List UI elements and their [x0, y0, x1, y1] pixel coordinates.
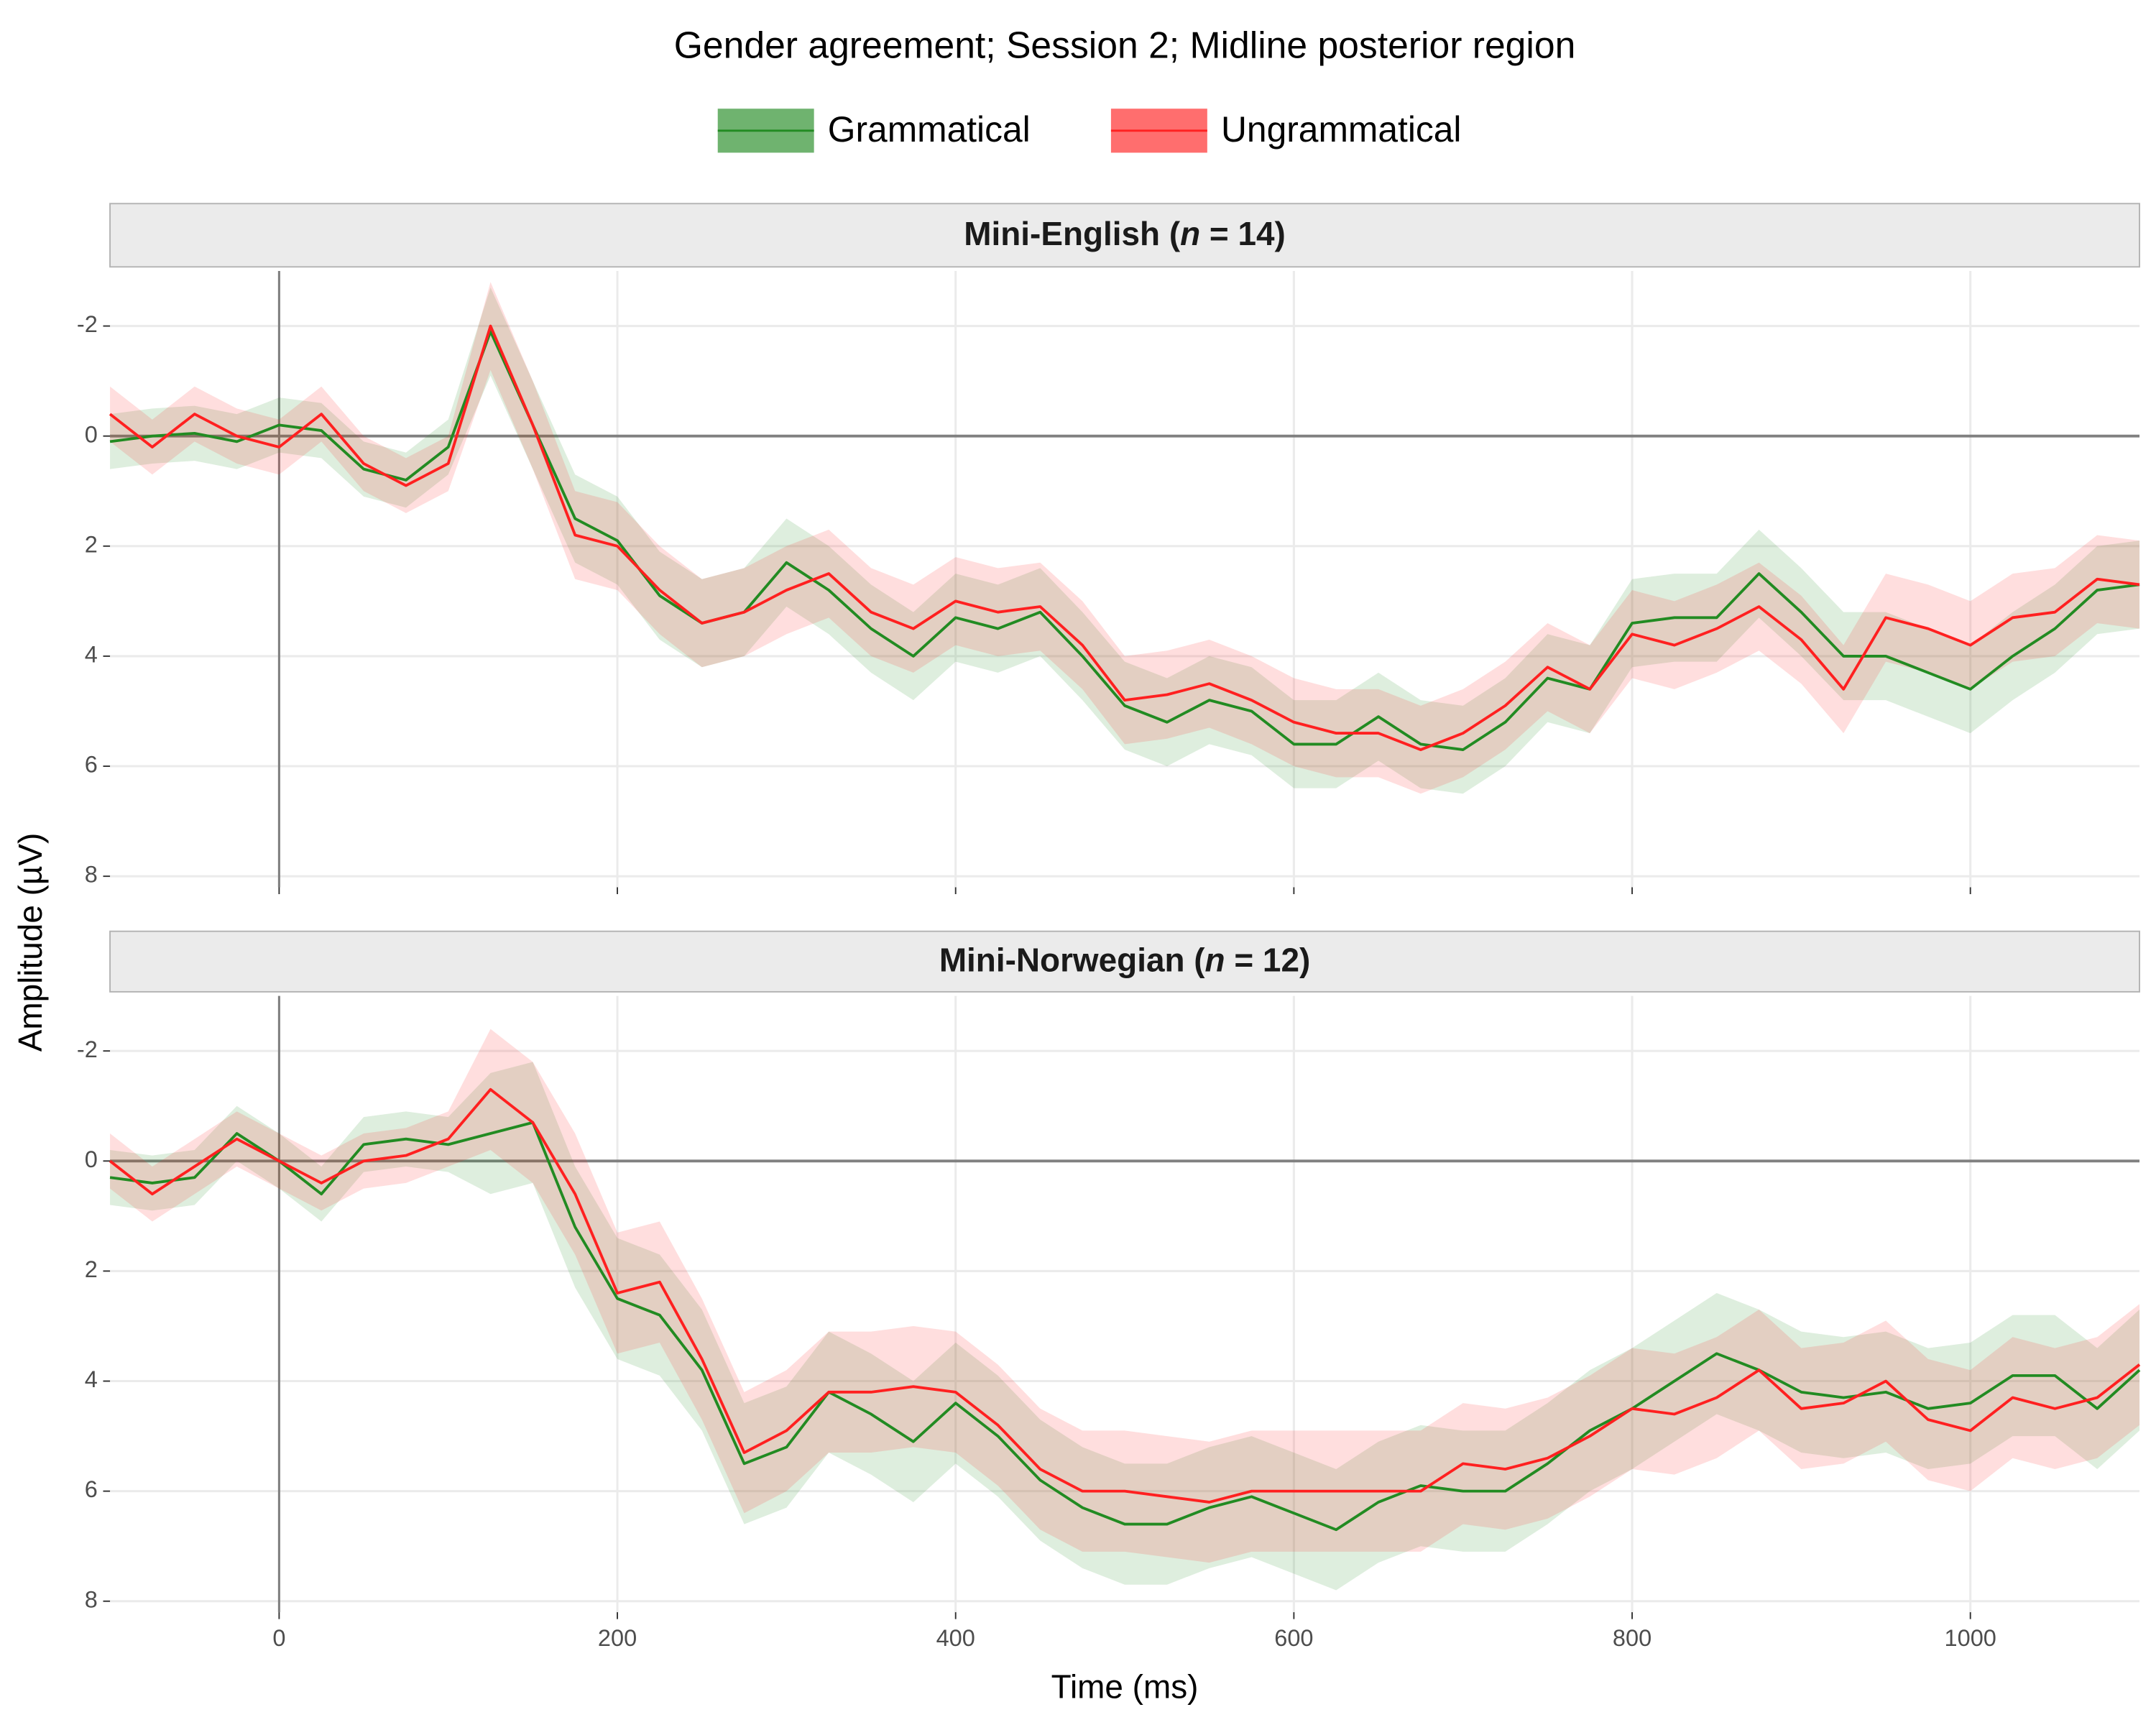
ci-ribbon [110, 288, 2140, 794]
x-tick-label: 200 [598, 1625, 637, 1651]
erp-line [109, 324, 2140, 751]
x-tick-label: 400 [936, 1625, 975, 1651]
y-tick-label: 2 [85, 531, 98, 557]
x-axis-label: Time (ms) [1051, 1668, 1199, 1705]
y-tick-label: 6 [85, 1476, 98, 1502]
chart-title: Gender agreement; Session 2; Midline pos… [674, 24, 1576, 66]
y-tick-label: 6 [85, 752, 98, 778]
x-tick-label: 800 [1613, 1625, 1651, 1651]
y-axis-label: Amplitude (µV) [11, 833, 49, 1052]
y-tick-label: -2 [77, 1036, 98, 1062]
y-tick-label: 0 [85, 1146, 98, 1172]
facet-strip [109, 203, 2140, 268]
erp-line [109, 1087, 2141, 1504]
ci-ribbon [110, 1029, 2140, 1563]
y-tick-label: 2 [85, 1256, 98, 1282]
y-tick-label: 4 [85, 642, 98, 668]
erp-line [109, 330, 2140, 751]
x-tick-label: 0 [272, 1625, 285, 1651]
erp-line [109, 1121, 2141, 1532]
y-tick-label: 4 [85, 1366, 98, 1392]
ci-ribbon [110, 282, 2140, 794]
facet-title: Mini-English (n = 14) [964, 215, 1286, 252]
x-tick-label: 1000 [1945, 1625, 1996, 1651]
facet-strip [109, 930, 2140, 993]
ci-ribbon [110, 1062, 2140, 1591]
facet-title: Mini-Norwegian (n = 12) [939, 942, 1310, 979]
y-tick-label: 0 [85, 421, 98, 447]
x-tick-label: 600 [1274, 1625, 1313, 1651]
y-tick-label: -2 [77, 311, 98, 337]
y-tick-label: 8 [85, 862, 98, 888]
legend-label: Grammatical [828, 109, 1031, 150]
legend-label: Ungrammatical [1221, 109, 1461, 150]
y-tick-label: 8 [85, 1586, 98, 1612]
